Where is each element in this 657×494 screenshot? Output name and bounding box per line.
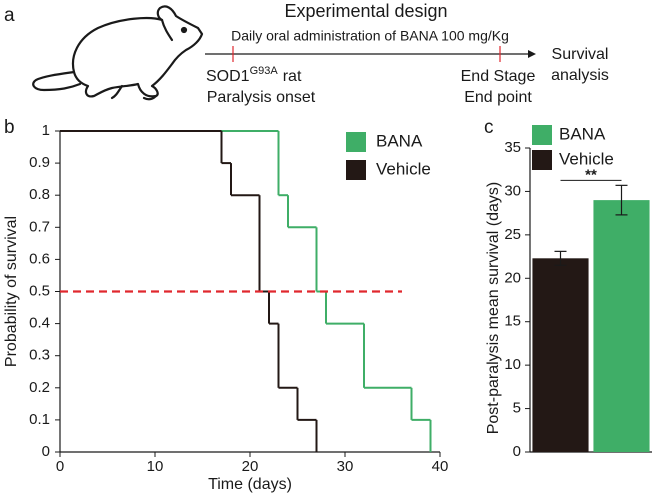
y-tick-label: 0.6 [29,250,50,267]
arrow-head [528,50,536,58]
significance-label: ** [585,166,597,183]
y-tick-label: 1 [42,122,50,139]
y-tick-label: 0 [42,443,50,460]
legend-label: Vehicle [376,159,431,178]
y-tick-label: 5 [513,400,521,417]
y-tick-label: 30 [504,182,521,199]
mutation: G93A [250,65,279,77]
x-tick-label: 30 [337,458,354,475]
y-tick-label: 20 [504,269,521,286]
legend-swatch [346,132,366,152]
treatment-label: Daily oral administration of BANA 100 mg… [231,28,509,44]
start-label: SOD1G93A rat [206,65,302,85]
end-label: End point [464,89,532,106]
bar [532,258,589,452]
y-tick-label: 0 [513,443,521,460]
gene: SOD1 [206,68,250,85]
animal: rat [283,68,302,85]
legend-label: BANA [376,131,423,150]
legend-swatch [346,160,366,180]
y-tick-label: 0.8 [29,186,50,203]
y-tick-label: 15 [504,313,521,330]
y-tick-label: 0.1 [29,411,50,428]
start-label: Paralysis onset [207,89,316,106]
panel-label: c [484,117,494,138]
y-tick-label: 0.4 [29,315,50,332]
rat-illustration [32,5,204,101]
bar [593,200,650,452]
y-tick-label: 0.5 [29,282,50,299]
y-axis-label: Probability of survival [3,216,20,367]
y-tick-label: 0.7 [29,218,50,235]
y-tick-label: 0.2 [29,379,50,396]
legend-swatch [532,150,552,170]
panel-label: a [4,5,15,26]
outcome-label: Survival [552,46,609,63]
outcome-label: analysis [551,67,609,84]
y-tick-label: 25 [504,226,521,243]
y-tick-label: 10 [504,356,521,373]
design-title: Experimental design [284,1,447,21]
panel-label: b [4,117,15,138]
legend-label: Vehicle [559,149,614,168]
y-tick-label: 35 [504,139,521,156]
y-tick-label: 0.9 [29,154,50,171]
legend-label: BANA [559,124,606,143]
x-tick-label: 40 [432,458,449,475]
x-tick-label: 0 [56,458,64,475]
x-axis-label: Time (days) [208,476,292,493]
legend-swatch [532,125,552,145]
x-tick-label: 20 [242,458,259,475]
y-axis-label: Post-paralysis mean survival (days) [485,182,502,435]
y-tick-label: 0.3 [29,347,50,364]
x-tick-label: 10 [147,458,164,475]
end-label: End Stage [461,68,536,85]
